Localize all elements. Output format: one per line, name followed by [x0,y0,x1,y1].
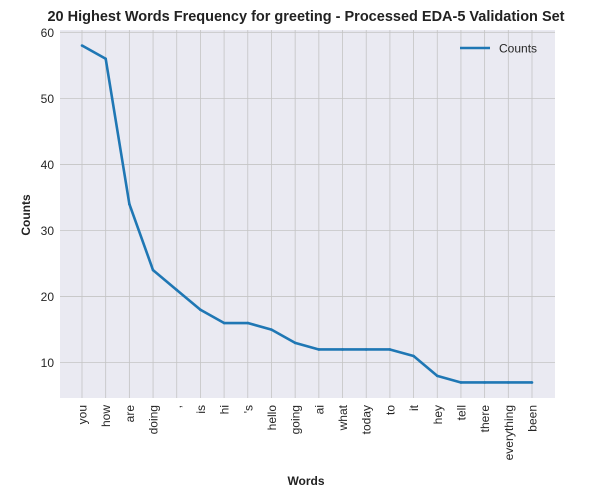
x-tick-label: are [123,405,137,423]
y-tick-label: 30 [41,224,55,238]
x-tick-label: hey [431,405,445,424]
x-tick-label: is [194,405,208,414]
y-tick-label: 20 [41,290,55,304]
series-layer [80,44,534,384]
x-tick-label: there [478,405,492,433]
x-tick-label: , [170,405,184,408]
y-tick-label: 10 [41,356,55,370]
x-tick-label: you [76,405,90,424]
legend: Counts [460,42,537,56]
x-tick-label: tell [454,405,468,420]
x-tick-label: it [407,404,421,411]
x-axis-label: Words [287,474,324,488]
y-tick-label: 60 [41,26,55,40]
data-point [80,44,84,47]
chart-title: 20 Highest Words Frequency for greeting … [47,9,564,25]
x-tick-label: ai [312,405,326,414]
legend-label-counts: Counts [499,42,537,56]
grid-lines [60,30,555,398]
y-tick-labels: 10 20 30 40 50 60 [41,26,55,370]
data-point [222,321,226,325]
data-point [507,381,510,384]
x-tick-label: what [336,404,350,431]
y-tick-label: 40 [41,158,55,172]
data-point [151,268,155,272]
x-tick-label: today [360,405,374,434]
x-tick-labels: you how are doing, is hi 's hello going ai what tod… [76,404,540,460]
data-point [530,381,534,384]
data-point [293,341,297,345]
x-tick-label: going [289,405,303,434]
data-point [199,308,202,312]
data-point [435,374,439,378]
data-point [364,348,368,351]
x-tick-label: hello [265,405,279,431]
data-point [175,288,179,292]
x-tick-label: been [526,405,540,432]
y-axis-label: Counts [19,194,33,236]
x-tick-label: everything [502,405,516,460]
x-tick-label: hi [218,405,232,414]
data-point [341,348,344,351]
data-point [104,57,107,61]
plot-area [60,30,555,398]
data-point [459,381,463,384]
data-point [317,348,321,351]
y-tick-label: 50 [41,92,55,106]
data-point [128,202,131,206]
data-point [270,328,273,331]
x-tick-label: 's [241,405,255,413]
x-tick-label: to [383,405,397,415]
data-point [388,348,392,351]
data-point [412,354,415,358]
x-tick-label: doing [147,405,161,434]
data-point [246,321,250,325]
data-point [483,381,486,384]
series-line-counts [81,44,532,384]
x-tick-label: how [99,405,113,427]
